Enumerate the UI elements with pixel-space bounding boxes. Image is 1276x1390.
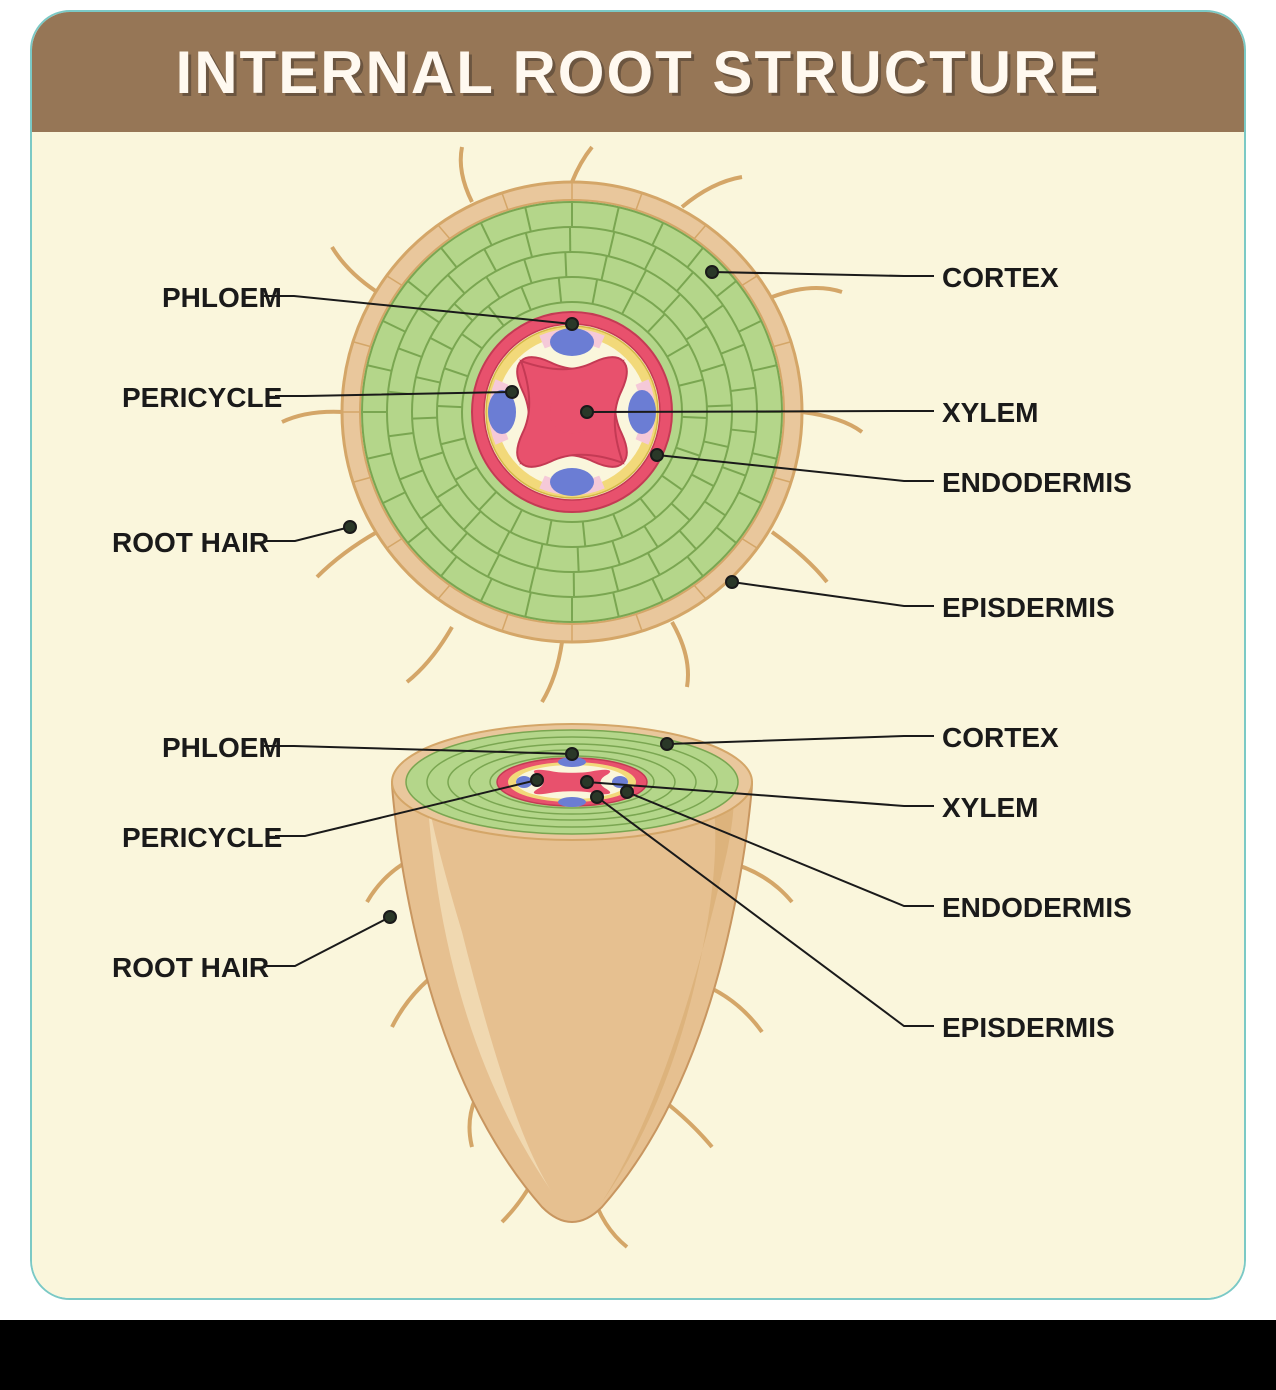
bottom-black-bar: [0, 1320, 1276, 1390]
diagram-card: INTERNAL ROOT STRUCTURE: [30, 10, 1246, 1300]
anatomy-label: CORTEX: [942, 262, 1059, 294]
anatomy-label: PERICYCLE: [122, 822, 282, 854]
anatomy-label: XYLEM: [942, 792, 1038, 824]
anatomy-label: CORTEX: [942, 722, 1059, 754]
anatomy-label: PHLOEM: [162, 732, 282, 764]
anatomy-label: ROOT HAIR: [112, 952, 269, 984]
anatomy-label: ENDODERMIS: [942, 892, 1132, 924]
header-bar: INTERNAL ROOT STRUCTURE: [32, 12, 1244, 132]
anatomy-label: XYLEM: [942, 397, 1038, 429]
top-cross-section: [282, 147, 862, 702]
anatomy-label: PHLOEM: [162, 282, 282, 314]
anatomy-label: PERICYCLE: [122, 382, 282, 414]
anatomy-label: EPISDERMIS: [942, 1012, 1115, 1044]
bottom-root-3d: [367, 724, 792, 1247]
diagram-title: INTERNAL ROOT STRUCTURE: [176, 38, 1101, 107]
diagram-body: PHLOEM PERICYCLE ROOT HAIR CORTEX XYLEM ENDOD…: [32, 132, 1244, 1300]
anatomy-label: EPISDERMIS: [942, 592, 1115, 624]
anatomy-label: ENDODERMIS: [942, 467, 1132, 499]
anatomy-label: ROOT HAIR: [112, 527, 269, 559]
